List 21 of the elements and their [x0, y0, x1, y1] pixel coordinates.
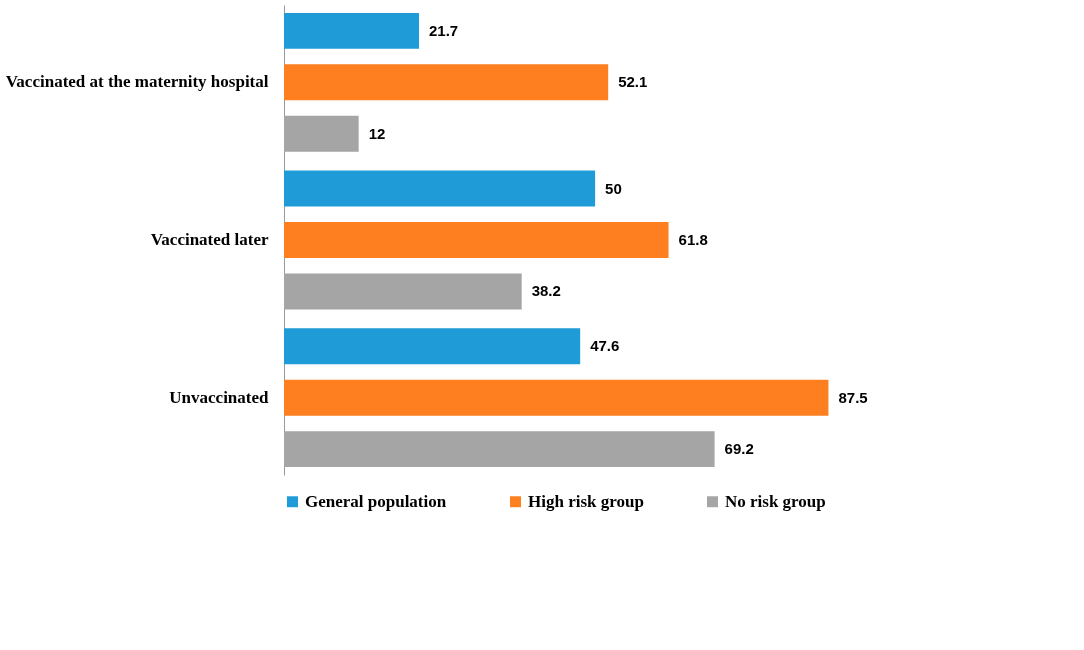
legend-label: General population	[305, 491, 447, 511]
data-label: 12	[368, 124, 386, 142]
bar	[284, 64, 609, 101]
y-tick-label: Unvaccinated	[169, 387, 270, 407]
bar	[284, 379, 829, 416]
data-label: 61.8	[678, 231, 708, 248]
bar	[284, 222, 669, 258]
data-label: 47.6	[590, 337, 620, 355]
data-label: 52.1	[618, 73, 648, 91]
data-label: 38.2	[531, 282, 561, 300]
data-label: 69.2	[724, 440, 754, 458]
y-tick-label: Vaccinated at the maternity hospital	[5, 72, 269, 92]
bar	[284, 170, 596, 207]
y-tick-label: Vaccinated later	[150, 230, 269, 249]
bar	[284, 12, 420, 49]
data-label: 21.7	[429, 21, 459, 39]
data-label: 87.5	[838, 388, 868, 406]
legend-label: No risk group	[725, 491, 826, 511]
data-label: 50	[605, 179, 622, 197]
legend-label: High risk group	[528, 491, 644, 511]
bar	[284, 328, 581, 365]
